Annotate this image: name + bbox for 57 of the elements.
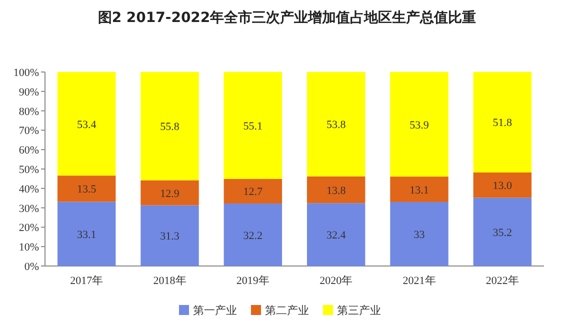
data-label: 13.0 [492,180,513,192]
bar [140,180,199,206]
bar [473,72,532,172]
bar [57,176,116,202]
x-tick-label: 2022年 [486,275,519,287]
data-label: 51.8 [492,117,513,130]
y-tick-label: 90% [18,86,39,98]
bar [224,204,282,266]
bar [140,72,199,180]
data-label: 33 [414,228,426,241]
y-tick-label: 10% [18,242,39,254]
y-tick-label: 30% [18,202,39,215]
y-tick-label: 80% [18,106,39,118]
y-tick-label: 20% [18,222,39,234]
y-tick-label: 50% [18,164,39,176]
data-label: 55.8 [160,121,180,134]
data-label: 55.1 [243,120,263,132]
y-tick-label: 40% [18,183,39,196]
data-label: 13.1 [410,184,429,196]
data-label: 13.8 [326,184,346,197]
data-label: 32.4 [326,230,346,242]
data-label: 53.9 [410,119,430,132]
bar [140,205,199,266]
data-label: 53.8 [326,119,346,132]
bar [306,72,366,176]
bar [390,176,448,202]
y-tick-label: 70% [18,125,39,138]
bar [306,203,366,266]
bar [473,172,532,198]
bar [57,72,116,176]
x-tick-label: 2018年 [153,275,186,287]
x-tick-label: 2020年 [320,275,353,287]
data-label: 31.3 [160,230,180,243]
x-tick-label: 2019年 [236,275,270,287]
y-tick-label: 0% [24,261,39,273]
data-label: 33.1 [76,228,96,241]
data-label: 12.9 [160,188,180,200]
bar [390,72,448,177]
bar [224,72,282,179]
data-label: 53.4 [76,118,97,131]
data-label: 35.2 [492,226,512,239]
bar [224,178,282,204]
chart-title: 图2 2017-2022年全市三次产业增加值占地区生产总值比重 [98,9,476,26]
bar [390,202,448,266]
legend-label: 第三产业 [337,304,381,317]
legend-label: 第二产业 [265,304,309,317]
data-label: 32.2 [243,230,263,242]
y-tick-label: 60% [18,144,39,157]
bar [57,202,116,266]
data-label: 12.7 [243,186,264,198]
x-tick-label: 2021年 [402,275,436,287]
data-label: 13.5 [76,184,97,196]
legend-label: 第一产业 [193,304,237,317]
bar [473,198,532,266]
y-tick-label: 100% [13,67,39,79]
bar [306,176,366,204]
x-tick-label: 2017年 [70,275,104,287]
